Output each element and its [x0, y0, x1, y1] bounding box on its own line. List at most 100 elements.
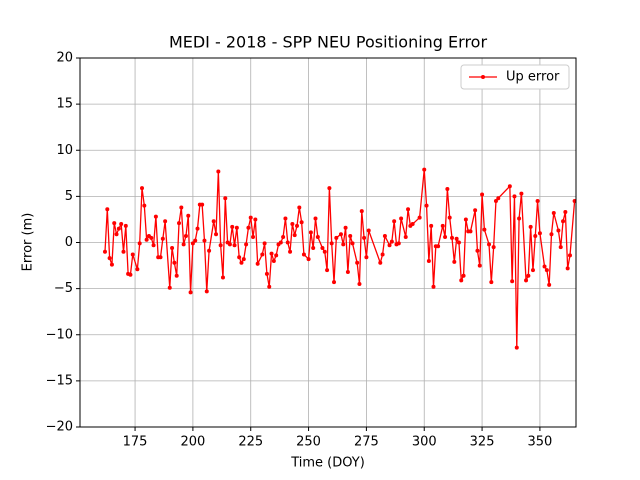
data-point [482, 227, 487, 232]
data-point [285, 240, 290, 245]
data-point [218, 243, 223, 248]
data-point [327, 186, 332, 191]
data-point [271, 258, 276, 263]
data-point [116, 226, 121, 231]
data-point [149, 235, 154, 240]
data-point [496, 196, 501, 201]
data-point [255, 261, 260, 266]
data-point [507, 184, 512, 189]
data-point [493, 198, 498, 203]
data-point [510, 279, 515, 284]
data-point [301, 252, 306, 257]
data-point [380, 252, 385, 257]
data-point [345, 270, 350, 275]
data-point [227, 242, 232, 247]
data-point [220, 275, 225, 280]
data-point [542, 264, 547, 269]
data-point [556, 228, 561, 233]
y-tick-label: −10 [46, 327, 73, 342]
data-point [473, 208, 478, 213]
data-point [406, 207, 411, 212]
data-point [461, 273, 466, 278]
data-point [183, 234, 188, 239]
data-point [121, 249, 126, 254]
data-point [170, 246, 175, 251]
data-line [104, 169, 576, 348]
data-point [241, 257, 246, 262]
y-tick-label: 10 [56, 143, 73, 158]
data-point [158, 255, 163, 260]
legend-box [460, 64, 570, 90]
data-point [109, 262, 114, 267]
y-tick-label: −20 [46, 420, 73, 435]
data-point [114, 232, 119, 237]
data-point [447, 215, 452, 220]
data-point [565, 266, 570, 271]
plot [102, 167, 576, 350]
data-point [112, 221, 117, 226]
data-point [561, 219, 566, 224]
data-point [140, 186, 144, 191]
data-point [288, 249, 293, 254]
data-point [313, 216, 318, 221]
data-point [512, 194, 517, 199]
data-point [357, 282, 362, 287]
data-point [533, 234, 538, 239]
y-tick-label: 0 [65, 235, 73, 250]
data-point [193, 238, 198, 243]
data-point [246, 225, 251, 230]
data-point [295, 223, 299, 228]
data-point [436, 244, 441, 249]
data-point [355, 260, 360, 265]
data-point [382, 234, 387, 239]
data-point [260, 252, 265, 257]
data-point [535, 198, 540, 203]
data-point [387, 243, 392, 248]
data-point [530, 268, 535, 273]
data-point [248, 215, 253, 220]
data-point [234, 225, 239, 230]
data-point [281, 234, 286, 239]
data-point [443, 234, 448, 239]
data-point [188, 290, 193, 295]
data-point [299, 220, 304, 225]
data-point [153, 214, 158, 219]
data-point [311, 246, 316, 251]
data-point [558, 245, 563, 250]
data-point [142, 203, 147, 208]
data-point [163, 219, 168, 224]
chart-title: MEDI - 2018 - SPP NEU Positioning Error [169, 33, 488, 52]
data-point [202, 238, 207, 243]
data-point [450, 235, 454, 240]
y-tick-label: 15 [56, 97, 73, 112]
data-point [364, 255, 369, 260]
data-point [410, 222, 415, 227]
data-point [572, 198, 576, 203]
data-point [283, 216, 288, 221]
data-point [292, 233, 297, 238]
data-point [181, 242, 186, 247]
data-point [107, 256, 112, 261]
data-point [350, 241, 355, 246]
data-point [477, 263, 482, 268]
data-point [517, 216, 522, 221]
data-point [338, 232, 343, 237]
data-point [480, 192, 485, 197]
data-point [519, 191, 524, 196]
data-point [244, 242, 249, 247]
data-point [269, 251, 274, 256]
data-point [315, 234, 320, 239]
data-point [207, 248, 212, 253]
y-tick-label: 5 [65, 189, 73, 204]
data-point [119, 222, 124, 227]
data-point [135, 267, 140, 272]
data-point [547, 282, 552, 287]
data-point [463, 217, 468, 222]
data-point [456, 240, 461, 245]
data-point [487, 242, 492, 247]
data-point [348, 234, 353, 239]
data-point [172, 260, 177, 265]
data-point [264, 271, 269, 276]
data-point [528, 224, 533, 229]
